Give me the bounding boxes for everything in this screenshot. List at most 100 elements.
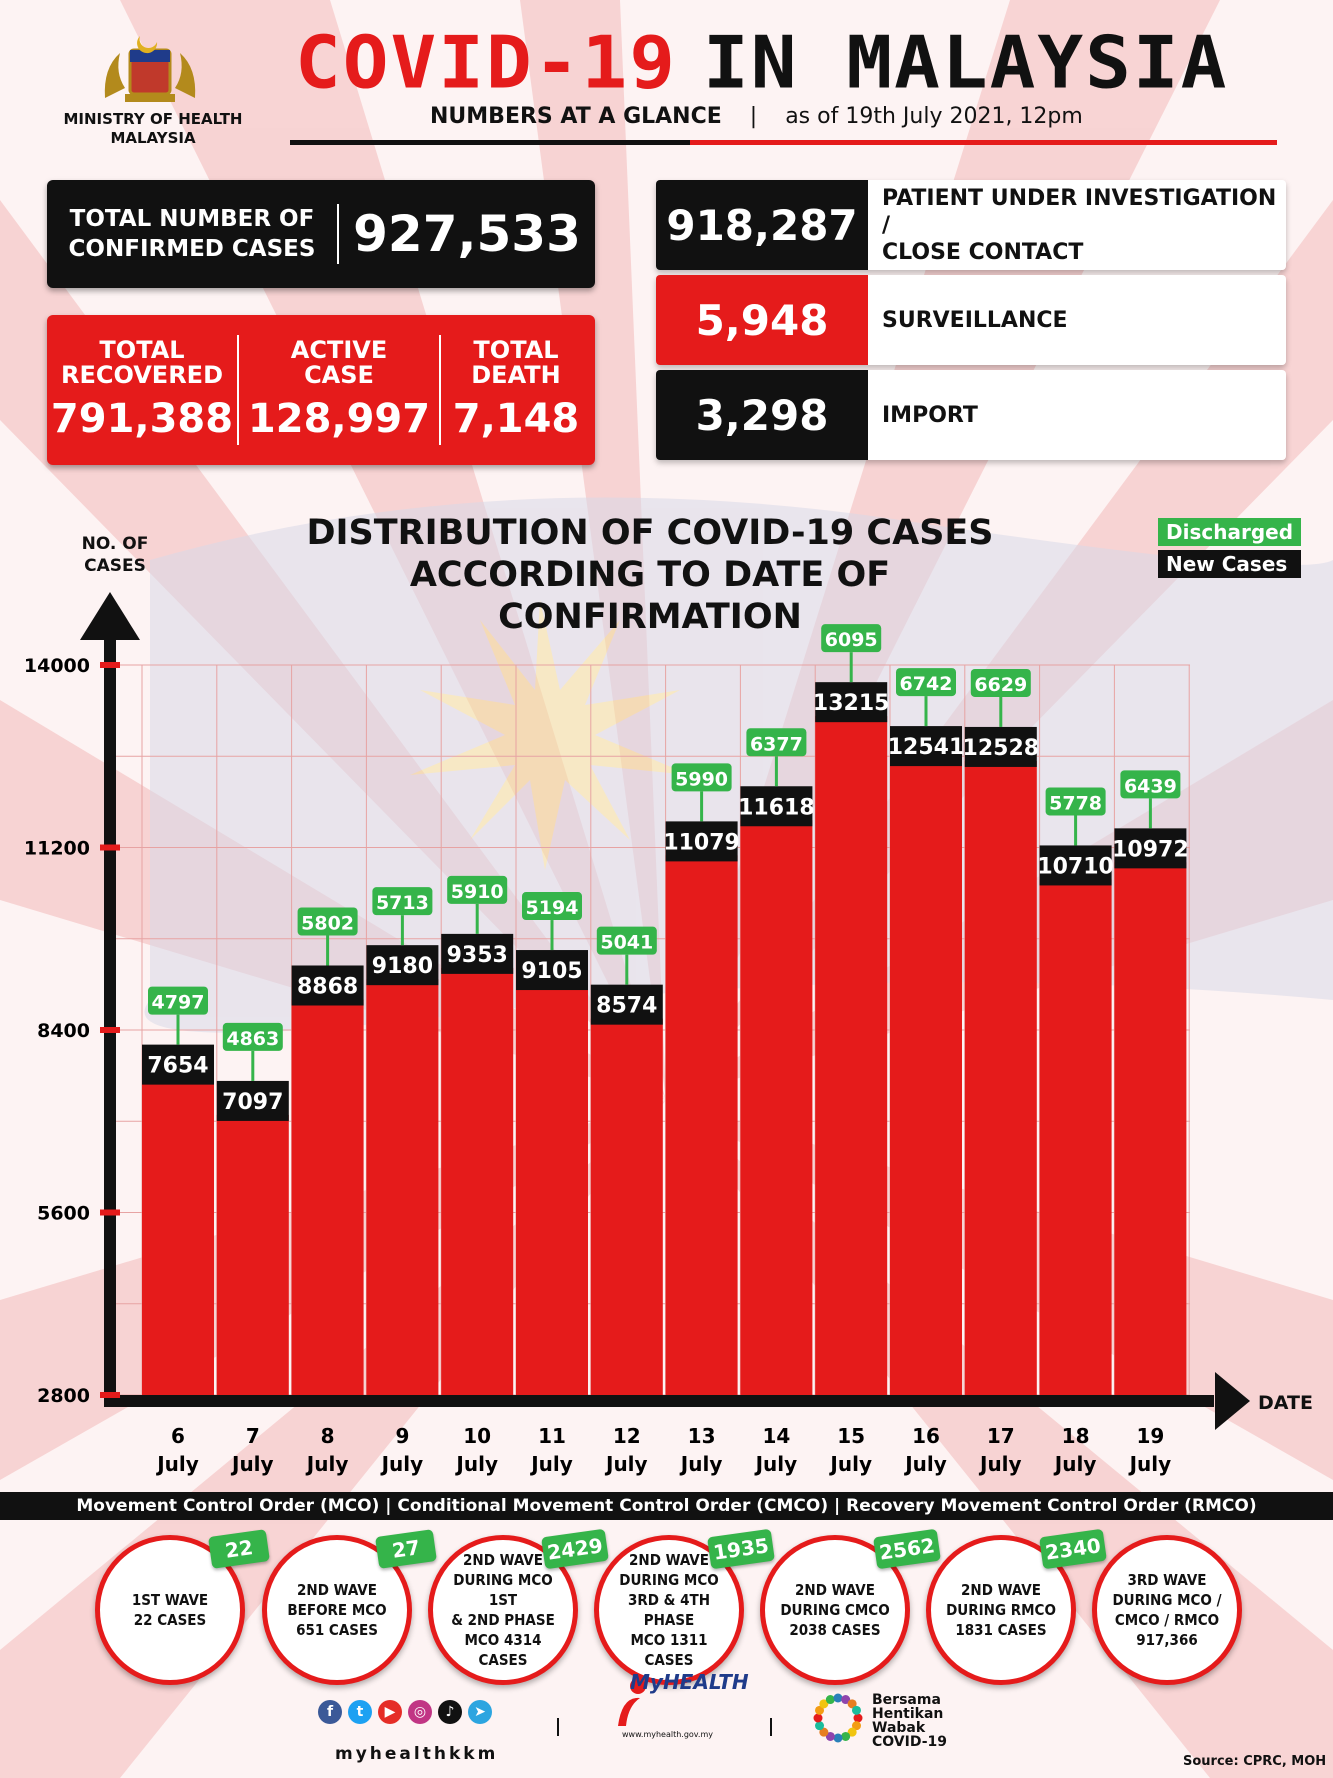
new-cases-label: 9353 <box>447 943 508 968</box>
new-cases-bar <box>890 760 962 1395</box>
wave-text: 2ND WAVE DURING MCO 3RD & 4TH PHASE MCO 131… <box>609 1550 729 1670</box>
y-tick-mark <box>100 662 120 668</box>
death-label-2: DEATH <box>471 361 561 389</box>
new-cases-label-box <box>665 821 738 862</box>
outcome-divider <box>237 335 239 445</box>
death-cell: TOTAL DEATH 7,148 <box>441 338 591 443</box>
x-tick-day: 9 <box>395 1424 409 1448</box>
y-axis-title: NO. OF CASES <box>70 533 160 577</box>
category-value: 3,298 <box>656 370 868 460</box>
wave-text: 3RD WAVE DURING MCO / CMCO / RMCO 917,366 <box>1107 1570 1227 1650</box>
tiktok-icon[interactable]: ♪ <box>438 1700 462 1724</box>
discharged-label: 5194 <box>526 897 579 919</box>
chart-title-line-2: ACCORDING TO DATE OF CONFIRMATION <box>409 555 891 637</box>
wave-text-line: MCO 4314 <box>464 1631 542 1649</box>
bersama-petal <box>815 1721 825 1731</box>
category-value: 918,287 <box>656 180 868 270</box>
x-tick-month: July <box>903 1452 947 1476</box>
x-tick-day: 6 <box>171 1424 185 1448</box>
discharged-label: 5802 <box>301 912 354 934</box>
category-label-line: PATIENT UNDER INVESTIGATION / <box>882 185 1277 238</box>
mco-legend-bar: Movement Control Order (MCO) | Condition… <box>0 1492 1333 1520</box>
myhealth-url: www.myhealth.gov.my <box>622 1730 713 1739</box>
x-tick-day: 14 <box>762 1424 790 1448</box>
x-tick-day: 10 <box>463 1424 491 1448</box>
youtube-icon[interactable]: ▶ <box>378 1700 402 1724</box>
discharged-label-box <box>148 986 208 1015</box>
subtitle: NUMBERS AT A GLANCE <box>430 104 722 129</box>
new-cases-label-box <box>216 1080 289 1121</box>
x-axis-title: DATE <box>1258 1392 1313 1414</box>
wave-text-line: 3RD & 4TH PHASE <box>627 1591 711 1629</box>
bersama-petal <box>819 1699 829 1709</box>
new-cases-label-box <box>1114 828 1187 869</box>
as-of-date: as of 19th July 2021, 12pm <box>785 104 1083 129</box>
x-tick-month: July <box>754 1452 798 1476</box>
wave-text-line: 651 CASES <box>296 1621 378 1639</box>
y-axis-title-line-2: CASES <box>84 556 146 576</box>
y-tick-mark <box>100 1392 120 1398</box>
discharged-label: 5713 <box>376 892 429 914</box>
y-tick-label: 5600 <box>37 1203 90 1225</box>
new-cases-label-box <box>366 945 439 986</box>
wave-text-line: 22 CASES <box>133 1611 207 1629</box>
chart-legend: Discharged New Cases <box>1158 518 1302 582</box>
new-cases-label-box <box>291 965 364 1006</box>
facebook-icon[interactable]: f <box>318 1700 342 1724</box>
bersama-petal <box>851 1721 861 1731</box>
wave-text-line: 917,366 <box>1136 1631 1198 1649</box>
total-confirmed-label-1: TOTAL NUMBER OF <box>69 206 315 232</box>
x-tick-day: 15 <box>837 1424 865 1448</box>
bersama-petal <box>833 1733 843 1743</box>
twitter-icon[interactable]: t <box>348 1700 372 1724</box>
x-tick-day: 19 <box>1136 1424 1164 1448</box>
x-tick-month: July <box>1053 1452 1097 1476</box>
category-row: 5,948 SURVEILLANCE <box>656 275 1286 365</box>
bersama-line: COVID-19 <box>872 1734 948 1750</box>
discharged-label-box <box>596 926 657 955</box>
category-row: 3,298 IMPORT <box>656 370 1286 460</box>
x-axis-line <box>104 1395 1214 1407</box>
discharged-label-box <box>222 1022 283 1051</box>
active-label-1: ACTIVE <box>290 336 388 364</box>
telegram-icon[interactable]: ➤ <box>468 1700 492 1724</box>
wave-text: 2ND WAVE DURING MCO 1ST & 2ND PHASE MCO 431… <box>443 1550 563 1670</box>
discharged-label-box <box>372 887 433 916</box>
wave-text-line: 1831 CASES <box>955 1621 1047 1639</box>
discharged-label: 6629 <box>974 674 1027 696</box>
new-cases-bar <box>516 984 588 1395</box>
recovered-value: 791,388 <box>50 396 234 442</box>
discharged-label: 5778 <box>1049 792 1102 814</box>
recovered-label-2: RECOVERED <box>60 361 223 389</box>
wave-text-line: DURING RMCO <box>946 1601 1056 1619</box>
wave-text-line: 3RD WAVE <box>1127 1571 1207 1589</box>
new-cases-label-box <box>964 726 1037 767</box>
new-cases-bar <box>216 1114 289 1395</box>
x-tick-month: July <box>230 1452 274 1476</box>
subtitle-separator: | <box>749 104 758 129</box>
wave-text-line: 2ND WAVE <box>629 1551 709 1569</box>
bersama-logo-text: Bersama Hentikan Wabak COVID-19 <box>872 1693 947 1749</box>
instagram-icon[interactable]: ◎ <box>408 1700 432 1724</box>
new-cases-label: 8574 <box>596 994 657 1019</box>
x-tick-day: 18 <box>1062 1424 1090 1448</box>
x-tick-month: July <box>1128 1452 1172 1476</box>
new-cases-bar <box>1114 862 1187 1395</box>
x-tick-day: 16 <box>912 1424 940 1448</box>
y-tick-mark <box>100 1027 120 1033</box>
x-tick-month: July <box>380 1452 424 1476</box>
recovered-label-1: TOTAL <box>99 336 185 364</box>
new-cases-label: 10972 <box>1112 837 1189 862</box>
new-cases-bar <box>441 967 514 1395</box>
x-tick-month: July <box>155 1452 199 1476</box>
bersama-logo-icon <box>813 1693 863 1743</box>
x-tick-month: July <box>828 1452 872 1476</box>
x-tick-month: July <box>529 1452 573 1476</box>
new-cases-label: 11618 <box>738 795 815 820</box>
category-label-line: CLOSE CONTACT <box>882 239 1084 265</box>
y-tick-label: 8400 <box>37 1020 90 1042</box>
wave-text: 2ND WAVE DURING CMCO 2038 CASES <box>775 1580 895 1640</box>
myhealth-logo-text: MyHEALTH <box>630 1670 749 1694</box>
x-tick-month: July <box>305 1452 349 1476</box>
footer-divider <box>770 1718 772 1736</box>
